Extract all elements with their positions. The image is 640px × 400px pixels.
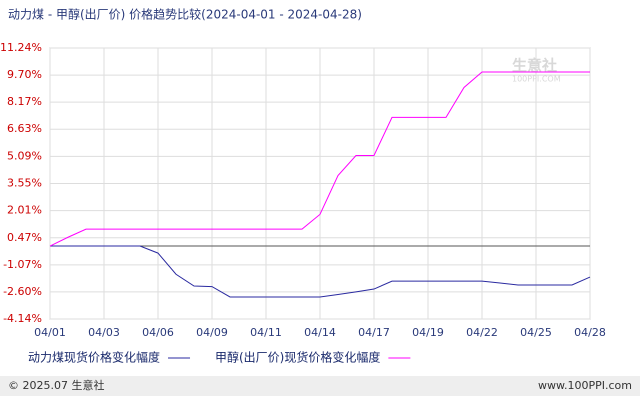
y-tick-label: -1.07%	[3, 258, 42, 271]
y-tick-label: 5.09%	[7, 149, 42, 162]
x-tick-label: 04/03	[88, 326, 120, 339]
x-tick-label: 04/28	[574, 326, 606, 339]
footer-copyright: © 2025.07 生意社	[8, 378, 104, 392]
legend-label: 动力煤现货价格变化幅度	[28, 350, 160, 365]
x-tick-label: 04/06	[142, 326, 174, 339]
y-tick-label: 11.24%	[0, 41, 42, 54]
x-tick-label: 04/17	[358, 326, 390, 339]
y-tick-label: 2.01%	[7, 204, 42, 217]
y-tick-label: 0.47%	[7, 231, 42, 244]
y-tick-label: -2.60%	[3, 285, 42, 298]
x-tick-label: 04/11	[250, 326, 282, 339]
x-tick-label: 04/14	[304, 326, 336, 339]
x-tick-label: 04/25	[520, 326, 552, 339]
x-tick-label: 04/19	[412, 326, 444, 339]
x-tick-label: 04/01	[34, 326, 66, 339]
footer-bar	[0, 376, 640, 396]
y-tick-label: 9.70%	[7, 68, 42, 81]
y-tick-label: -4.14%	[3, 312, 42, 325]
watermark-brand: 生意社	[512, 57, 557, 75]
series-line	[49, 71, 590, 247]
x-tick-label: 04/22	[466, 326, 498, 339]
footer-site: www.100PPI.com	[538, 379, 632, 392]
y-tick-label: 3.55%	[7, 177, 42, 190]
y-tick-label: 8.17%	[7, 95, 42, 108]
y-tick-label: 6.63%	[7, 122, 42, 135]
chart-title: 动力煤 - 甲醇(出厂价) 价格趋势比较(2024-04-01 - 2024-0…	[8, 7, 362, 22]
legend-label: 甲醇(出厂价)现货价格变化幅度	[215, 350, 380, 365]
x-tick-label: 04/09	[196, 326, 228, 339]
series-line	[50, 245, 591, 298]
